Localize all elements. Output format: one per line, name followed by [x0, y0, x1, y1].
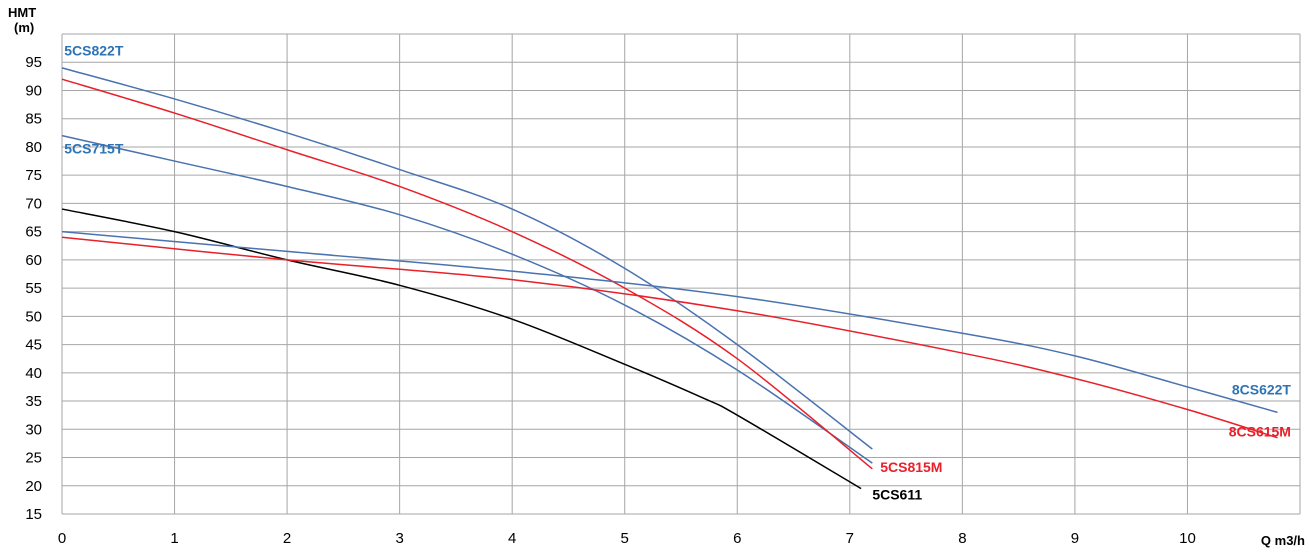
- x-tick-label: 10: [1179, 530, 1196, 547]
- series-line-8cs615m: [61, 236, 1278, 439]
- series-line-5cs715t: [61, 134, 873, 464]
- y-tick-label: 55: [25, 280, 42, 297]
- y-tick-label: 20: [25, 478, 42, 495]
- y-tick-label: 15: [25, 506, 42, 523]
- y-tick-label: 35: [25, 393, 42, 410]
- x-tick-label: 0: [58, 530, 66, 547]
- y-tick-label: 50: [25, 308, 42, 325]
- y-tick-label: 90: [25, 82, 42, 99]
- x-tick-label: 6: [733, 530, 741, 547]
- x-tick-label: 7: [846, 530, 854, 547]
- x-axis-title: Q m3/h: [1261, 533, 1305, 548]
- series-label-5cs715t: 5CS715T: [64, 141, 124, 157]
- x-tick-label: 1: [170, 530, 178, 547]
- x-tick-label: 5: [621, 530, 629, 547]
- label-layer: 5CS822T 5CS715T 5CS815M 5CS611 8CS622T 8CS615…: [64, 42, 1291, 502]
- y-tick-label: 25: [25, 450, 42, 467]
- y-axis-title-line-1: HMT: [8, 5, 36, 20]
- series-line-5cs815m: [61, 78, 873, 470]
- series-label-5cs815m: 5CS815M: [880, 459, 942, 475]
- y-tick-label: 65: [25, 224, 42, 241]
- y-tick-label: 45: [25, 337, 42, 354]
- y-tick-label: 30: [25, 421, 42, 438]
- y-axis-title-line-2: (m): [14, 20, 34, 35]
- series-label-8cs615m: 8CS615M: [1229, 424, 1291, 440]
- series-line-5cs822t: [61, 67, 873, 450]
- x-tick-label: 4: [508, 530, 516, 547]
- x-tick-label: 2: [283, 530, 291, 547]
- series-layer: [61, 67, 1278, 490]
- y-tick-label: 40: [25, 365, 42, 382]
- x-tick-label: 3: [395, 530, 403, 547]
- series-line-8cs622t: [61, 230, 1278, 414]
- series-label-8cs622t: 8CS622T: [1232, 381, 1292, 397]
- grid-layer: [61, 33, 1301, 515]
- x-tick-label: 8: [958, 530, 966, 547]
- y-tick-label: 85: [25, 111, 42, 128]
- x-tick-label: 9: [1071, 530, 1079, 547]
- y-tick-label: 70: [25, 195, 42, 212]
- y-tick-label: 60: [25, 252, 42, 269]
- series-label-5cs611: 5CS611: [872, 486, 922, 502]
- y-tick-label: 80: [25, 139, 42, 156]
- series-label-5cs822t: 5CS822T: [64, 42, 124, 58]
- y-tick-label: 75: [25, 167, 42, 184]
- series-line-5cs611: [61, 208, 862, 490]
- y-tick-label: 95: [25, 54, 42, 71]
